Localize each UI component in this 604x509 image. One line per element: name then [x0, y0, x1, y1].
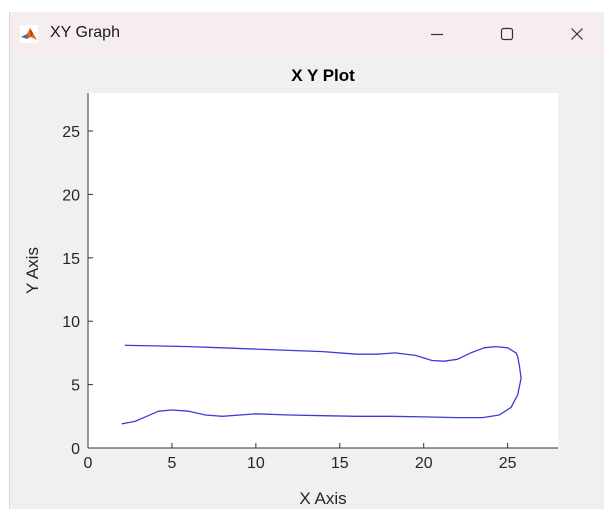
- matlab-icon: [20, 25, 38, 43]
- figure-canvas: X Y Plot 0 5 10 15 20 25 0 5 10 15 20 25 X Axis Y A…: [10, 56, 604, 509]
- x-tick-label: 10: [247, 455, 265, 472]
- window-title: XY Graph: [50, 24, 120, 41]
- close-button[interactable]: [554, 12, 600, 56]
- y-tick-label: 0: [71, 441, 80, 458]
- maximize-icon: [500, 27, 514, 41]
- x-tick-label: 5: [167, 455, 176, 472]
- close-icon: [571, 28, 583, 40]
- maximize-button[interactable]: [484, 12, 530, 56]
- y-tick-label: 25: [62, 124, 80, 141]
- chart-title: X Y Plot: [291, 66, 355, 85]
- x-tick-label: 15: [331, 455, 349, 472]
- series-line: [121, 344, 522, 425]
- axes-background: [88, 93, 558, 448]
- x-tick-label: 20: [415, 455, 433, 472]
- x-axis-label: X Axis: [299, 489, 346, 508]
- x-tick-label: 25: [499, 455, 517, 472]
- y-tick-label: 10: [62, 314, 80, 331]
- y-axis-label: Y Axis: [23, 247, 42, 294]
- y-tick-label: 5: [71, 378, 80, 395]
- title-bar[interactable]: XY Graph: [10, 12, 604, 56]
- xy-plot[interactable]: X Y Plot 0 5 10 15 20 25 0 5 10 15 20 25 X Axis Y A…: [10, 56, 604, 509]
- y-tick-label: 20: [62, 187, 80, 204]
- minimize-button[interactable]: [414, 12, 460, 56]
- y-tick-label: 15: [62, 251, 80, 268]
- xy-graph-window: XY Graph X Y Plot 0 5 10 15 20 25 0 5 10 15 20 25: [10, 12, 604, 509]
- minimize-icon: [431, 33, 443, 36]
- x-tick-label: 0: [84, 455, 93, 472]
